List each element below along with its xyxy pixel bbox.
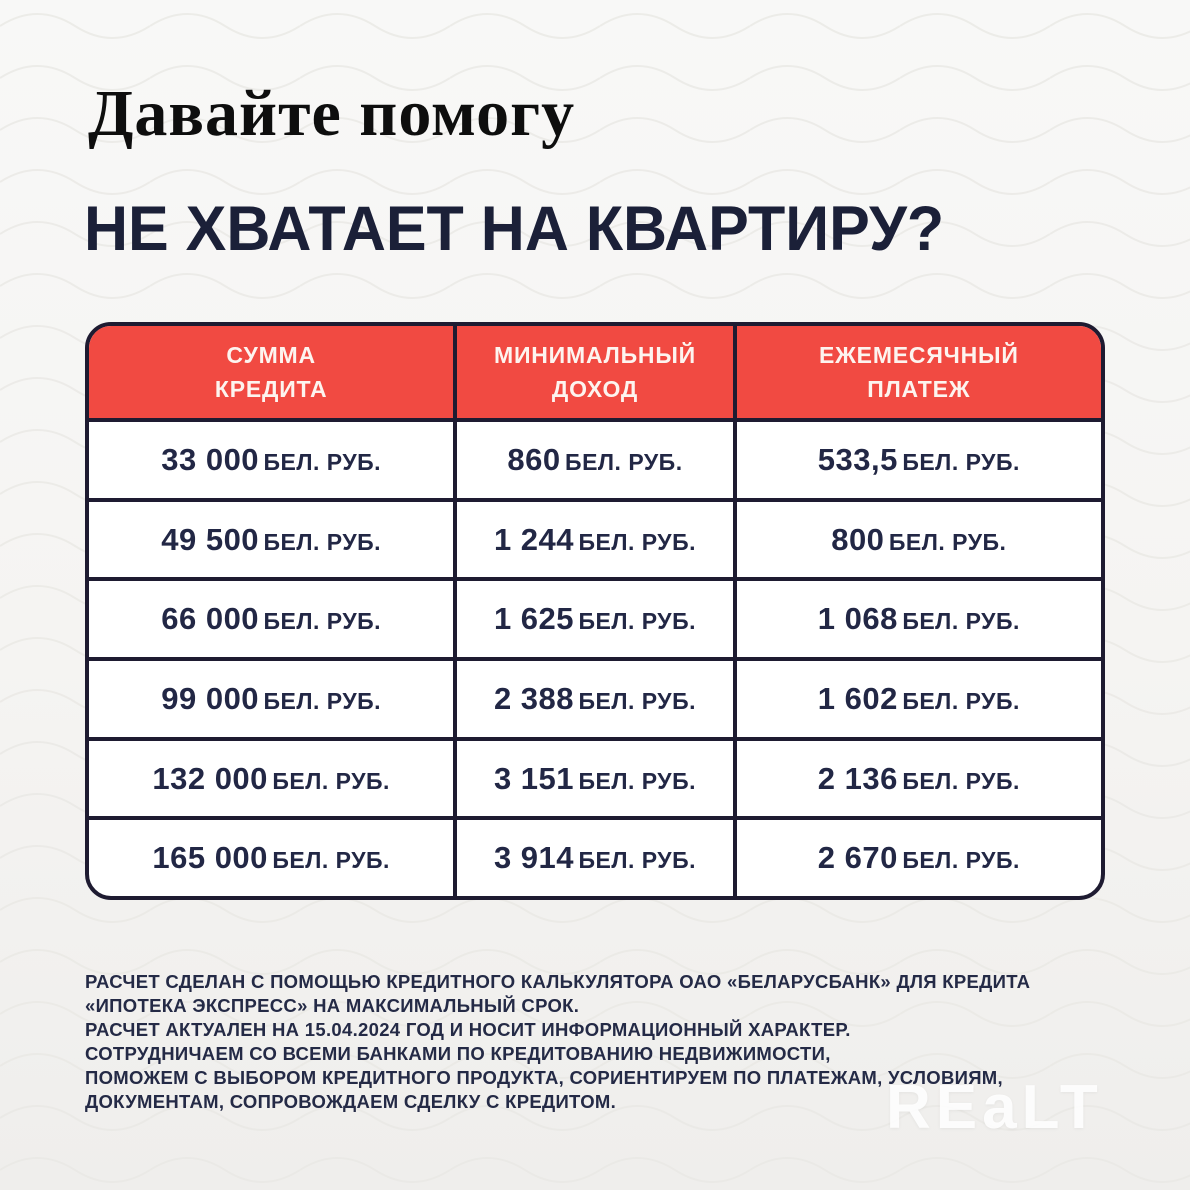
header-label: СУММА КРЕДИТА <box>214 342 328 402</box>
payment-value: 1 602 <box>817 680 898 716</box>
header-cell-monthly-payment: ЕЖЕМЕСЯЧНЫЙ ПЛАТЕЖ <box>737 326 1101 418</box>
disclaimer-line: РАСЧЕТ СДЕЛАН С ПОМОЩЬЮ КРЕДИТНОГО КАЛЬК… <box>85 971 1031 992</box>
currency-unit: БЕЛ. РУБ. <box>263 608 382 635</box>
footer-disclaimer: РАСЧЕТ СДЕЛАН С ПОМОЩЬЮ КРЕДИТНОГО КАЛЬК… <box>85 970 1115 1114</box>
income-value: 2 388 <box>493 680 575 716</box>
credit-value: 66 000 <box>161 601 260 637</box>
currency-unit: БЕЛ. РУБ. <box>578 687 697 714</box>
income-value: 860 <box>507 441 561 477</box>
payment-value: 1 068 <box>817 601 898 637</box>
cell-min-income: 1 625 БЕЛ. РУБ. <box>453 581 737 658</box>
cell-monthly-payment: 1 602 БЕЛ. РУБ. <box>737 661 1101 737</box>
cell-credit-sum: 132 000 БЕЛ. РУБ. <box>89 741 453 817</box>
credit-value: 132 000 <box>152 760 268 796</box>
cell-min-income: 860 БЕЛ. РУБ. <box>453 422 737 498</box>
table-header-row: СУММА КРЕДИТА МИНИМАЛЬНЫЙ ДОХОД ЕЖЕМЕСЯЧ… <box>89 326 1101 418</box>
currency-unit: БЕЛ. РУБ. <box>902 448 1020 475</box>
disclaimer-line: ПОМОЖЕМ С ВЫБОРОМ КРЕДИТНОГО ПРОДУКТА, С… <box>85 1067 1003 1088</box>
cell-min-income: 1 244 БЕЛ. РУБ. <box>453 501 737 578</box>
credit-value: 33 000 <box>161 441 260 477</box>
cell-monthly-payment: 1 068 БЕЛ. РУБ. <box>737 581 1101 657</box>
table-row: 49 500 БЕЛ. РУБ. 1 244 БЕЛ. РУБ. 800 БЕЛ… <box>89 497 1101 578</box>
currency-unit: БЕЛ. РУБ. <box>578 608 697 635</box>
cell-min-income: 3 914 БЕЛ. РУБ. <box>453 820 737 896</box>
credit-value: 49 500 <box>161 521 260 557</box>
payment-value: 2 136 <box>817 760 898 796</box>
page-subtitle: НЕ ХВАТАЕТ НА КВАРТИРУ? <box>84 193 945 264</box>
cell-credit-sum: 49 500 БЕЛ. РУБ. <box>89 502 453 578</box>
currency-unit: БЕЛ. РУБ. <box>263 448 382 475</box>
cell-credit-sum: 165 000 БЕЛ. РУБ. <box>89 820 453 896</box>
currency-unit: БЕЛ. РУБ. <box>263 528 382 555</box>
cell-credit-sum: 66 000 БЕЛ. РУБ. <box>89 581 453 657</box>
table-row: 132 000 БЕЛ. РУБ. 3 151 БЕЛ. РУБ. 2 136 … <box>89 736 1101 817</box>
currency-unit: БЕЛ. РУБ. <box>888 528 1007 555</box>
currency-unit: БЕЛ. РУБ. <box>902 608 1020 635</box>
income-value: 3 914 <box>493 840 575 876</box>
currency-unit: БЕЛ. РУБ. <box>263 687 382 714</box>
credit-table: СУММА КРЕДИТА МИНИМАЛЬНЫЙ ДОХОД ЕЖЕМЕСЯЧ… <box>85 322 1105 900</box>
disclaimer-line: ДОКУМЕНТАМ, СОПРОВОЖДАЕМ СДЕЛКУ С КРЕДИТ… <box>85 1091 617 1112</box>
header-label: МИНИМАЛЬНЫЙ ДОХОД <box>493 342 696 402</box>
table-row: 66 000 БЕЛ. РУБ. 1 625 БЕЛ. РУБ. 1 068 Б… <box>89 577 1101 658</box>
table-row: 165 000 БЕЛ. РУБ. 3 914 БЕЛ. РУБ. 2 670 … <box>89 816 1101 896</box>
disclaimer-line: СОТРУДНИЧАЕМ СО ВСЕМИ БАНКАМИ ПО КРЕДИТО… <box>85 1043 831 1064</box>
table-row: 99 000 БЕЛ. РУБ. 2 388 БЕЛ. РУБ. 1 602 Б… <box>89 657 1101 737</box>
cell-min-income: 2 388 БЕЛ. РУБ. <box>453 661 737 737</box>
credit-value: 165 000 <box>152 840 268 876</box>
disclaimer-line: РАСЧЕТ АКТУАЛЕН НА 15.04.2024 ГОД И НОСИ… <box>85 1019 851 1040</box>
currency-unit: БЕЛ. РУБ. <box>565 448 683 475</box>
cell-monthly-payment: 2 136 БЕЛ. РУБ. <box>737 741 1101 817</box>
cell-monthly-payment: 2 670 БЕЛ. РУБ. <box>737 820 1101 896</box>
credit-value: 99 000 <box>161 680 260 716</box>
disclaimer-line: «ИПОТЕКА ЭКСПРЕСС» НА МАКСИМАЛЬНЫЙ СРОК. <box>85 995 580 1016</box>
income-value: 3 151 <box>493 760 575 796</box>
payment-value: 533,5 <box>817 441 898 477</box>
header-cell-credit-sum: СУММА КРЕДИТА <box>89 326 453 418</box>
income-value: 1 244 <box>493 521 575 557</box>
currency-unit: БЕЛ. РУБ. <box>578 847 697 874</box>
payment-value: 2 670 <box>817 840 898 876</box>
currency-unit: БЕЛ. РУБ. <box>578 767 697 794</box>
income-value: 1 625 <box>493 601 575 637</box>
realt-logo-watermark: REaLT <box>886 1073 1103 1142</box>
currency-unit: БЕЛ. РУБ. <box>902 687 1020 714</box>
currency-unit: БЕЛ. РУБ. <box>902 847 1020 874</box>
page-title: Давайте помогу <box>88 77 576 150</box>
header-label: ЕЖЕМЕСЯЧНЫЙ ПЛАТЕЖ <box>818 342 1019 402</box>
cell-min-income: 3 151 БЕЛ. РУБ. <box>453 740 737 817</box>
table-row: 33 000 БЕЛ. РУБ. 860 БЕЛ. РУБ. 533,5 БЕЛ… <box>89 418 1101 498</box>
currency-unit: БЕЛ. РУБ. <box>272 847 390 874</box>
cell-monthly-payment: 800 БЕЛ. РУБ. <box>737 502 1101 578</box>
cell-credit-sum: 99 000 БЕЛ. РУБ. <box>89 661 453 737</box>
currency-unit: БЕЛ. РУБ. <box>272 767 390 794</box>
cell-monthly-payment: 533,5 БЕЛ. РУБ. <box>737 422 1101 498</box>
payment-value: 800 <box>831 521 885 557</box>
header-cell-min-income: МИНИМАЛЬНЫЙ ДОХОД <box>453 326 737 418</box>
currency-unit: БЕЛ. РУБ. <box>578 528 697 555</box>
currency-unit: БЕЛ. РУБ. <box>902 767 1020 794</box>
cell-credit-sum: 33 000 БЕЛ. РУБ. <box>89 422 453 498</box>
